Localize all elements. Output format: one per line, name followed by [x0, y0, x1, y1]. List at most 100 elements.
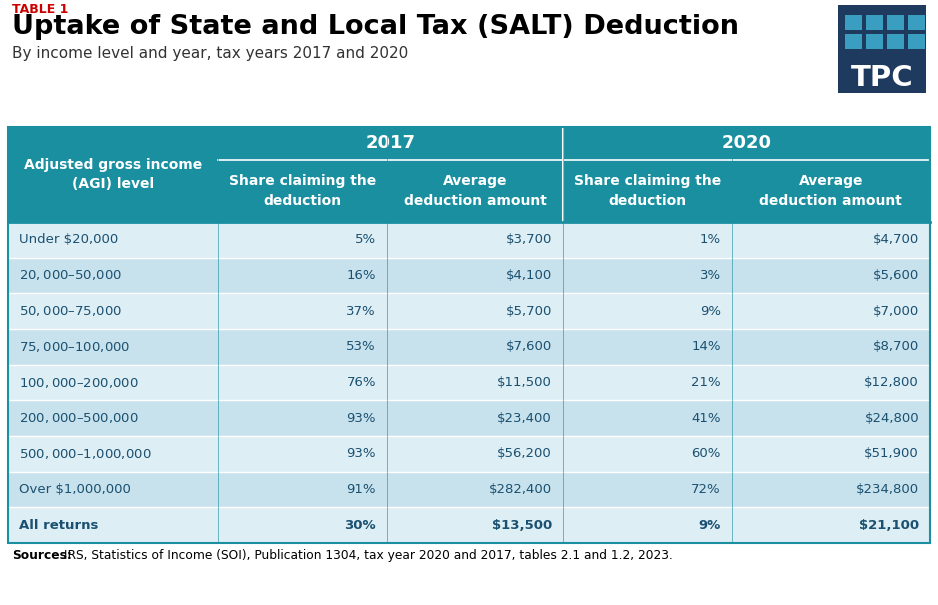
Bar — [563, 436, 732, 472]
Bar — [732, 329, 930, 365]
Bar — [387, 222, 563, 258]
Text: 2017: 2017 — [366, 134, 416, 152]
Text: $200,000–$500,000: $200,000–$500,000 — [19, 411, 139, 425]
Text: 1%: 1% — [700, 234, 720, 246]
Bar — [219, 160, 387, 222]
Bar — [8, 401, 219, 436]
Bar — [563, 258, 732, 293]
Bar — [732, 160, 930, 222]
Bar — [866, 34, 883, 49]
Bar — [8, 127, 219, 222]
Text: $12,800: $12,800 — [864, 376, 919, 389]
Bar — [563, 472, 732, 508]
Text: $5,700: $5,700 — [506, 305, 552, 318]
Text: Average
deduction amount: Average deduction amount — [403, 174, 547, 208]
Bar — [563, 365, 732, 401]
Text: $7,600: $7,600 — [506, 341, 552, 353]
Bar — [563, 508, 732, 543]
Text: 93%: 93% — [346, 411, 376, 425]
Text: $8,700: $8,700 — [872, 341, 919, 353]
Bar — [732, 401, 930, 436]
Bar — [887, 34, 904, 49]
Text: 93%: 93% — [346, 447, 376, 460]
Bar — [387, 160, 563, 222]
Bar — [219, 365, 387, 401]
Text: 30%: 30% — [344, 518, 376, 532]
Text: 76%: 76% — [346, 376, 376, 389]
Bar — [8, 365, 219, 401]
Text: $500,000–$1,000,000: $500,000–$1,000,000 — [19, 447, 152, 461]
Bar — [219, 508, 387, 543]
Text: 14%: 14% — [691, 341, 720, 353]
Text: $56,200: $56,200 — [497, 447, 552, 460]
Bar — [219, 127, 563, 160]
Bar — [219, 222, 387, 258]
Bar — [908, 15, 925, 30]
Text: $4,700: $4,700 — [872, 234, 919, 246]
Text: $11,500: $11,500 — [497, 376, 552, 389]
Bar — [908, 34, 925, 49]
Bar — [387, 436, 563, 472]
Text: Share claiming the
deduction: Share claiming the deduction — [574, 174, 721, 208]
Text: 9%: 9% — [699, 518, 720, 532]
Text: By income level and year, tax years 2017 and 2020: By income level and year, tax years 2017… — [12, 46, 408, 61]
Bar — [845, 34, 862, 49]
Bar — [8, 508, 219, 543]
Text: $234,800: $234,800 — [855, 483, 919, 496]
Bar — [732, 508, 930, 543]
Bar — [219, 436, 387, 472]
Bar — [563, 160, 732, 222]
Bar — [732, 472, 930, 508]
Bar — [732, 222, 930, 258]
Text: 2020: 2020 — [721, 134, 772, 152]
Text: 5%: 5% — [355, 234, 376, 246]
Bar — [8, 222, 219, 258]
Bar — [219, 293, 387, 329]
Bar — [732, 436, 930, 472]
Text: $5,600: $5,600 — [872, 269, 919, 282]
Bar — [563, 127, 930, 160]
Text: All returns: All returns — [19, 518, 98, 532]
Text: Share claiming the
deduction: Share claiming the deduction — [229, 174, 376, 208]
Bar — [563, 222, 732, 258]
Bar — [838, 5, 926, 93]
Bar — [732, 365, 930, 401]
Text: TABLE 1: TABLE 1 — [12, 3, 68, 16]
Bar — [8, 127, 930, 543]
Bar — [387, 365, 563, 401]
Text: $282,400: $282,400 — [489, 483, 552, 496]
Text: Adjusted gross income
(AGI) level: Adjusted gross income (AGI) level — [24, 158, 203, 191]
Text: 16%: 16% — [346, 269, 376, 282]
Text: $100,000–$200,000: $100,000–$200,000 — [19, 376, 139, 390]
Bar — [219, 258, 387, 293]
Bar — [8, 293, 219, 329]
Bar — [887, 15, 904, 30]
Text: 9%: 9% — [700, 305, 720, 318]
Text: $21,100: $21,100 — [859, 518, 919, 532]
Text: 60%: 60% — [691, 447, 720, 460]
Text: 21%: 21% — [691, 376, 720, 389]
Text: 37%: 37% — [346, 305, 376, 318]
Text: Average
deduction amount: Average deduction amount — [760, 174, 902, 208]
Text: $75,000–$100,000: $75,000–$100,000 — [19, 340, 130, 354]
Text: Sources:: Sources: — [12, 549, 72, 562]
Text: 72%: 72% — [691, 483, 720, 496]
Bar — [387, 401, 563, 436]
Bar — [8, 436, 219, 472]
Text: 53%: 53% — [346, 341, 376, 353]
Text: Under $20,000: Under $20,000 — [19, 234, 118, 246]
Bar — [387, 258, 563, 293]
Text: $20,000–$50,000: $20,000–$50,000 — [19, 269, 122, 283]
Text: Uptake of State and Local Tax (SALT) Deduction: Uptake of State and Local Tax (SALT) Ded… — [12, 14, 739, 40]
Bar — [219, 472, 387, 508]
Bar — [8, 472, 219, 508]
Text: $7,000: $7,000 — [872, 305, 919, 318]
Bar — [732, 258, 930, 293]
Bar — [563, 293, 732, 329]
Text: $51,900: $51,900 — [864, 447, 919, 460]
Text: TPC: TPC — [851, 64, 914, 92]
Text: $13,500: $13,500 — [492, 518, 552, 532]
Bar — [387, 329, 563, 365]
Text: IRS, Statistics of Income (SOI), Publication 1304, tax year 2020 and 2017, table: IRS, Statistics of Income (SOI), Publica… — [60, 549, 673, 562]
Bar — [219, 329, 387, 365]
